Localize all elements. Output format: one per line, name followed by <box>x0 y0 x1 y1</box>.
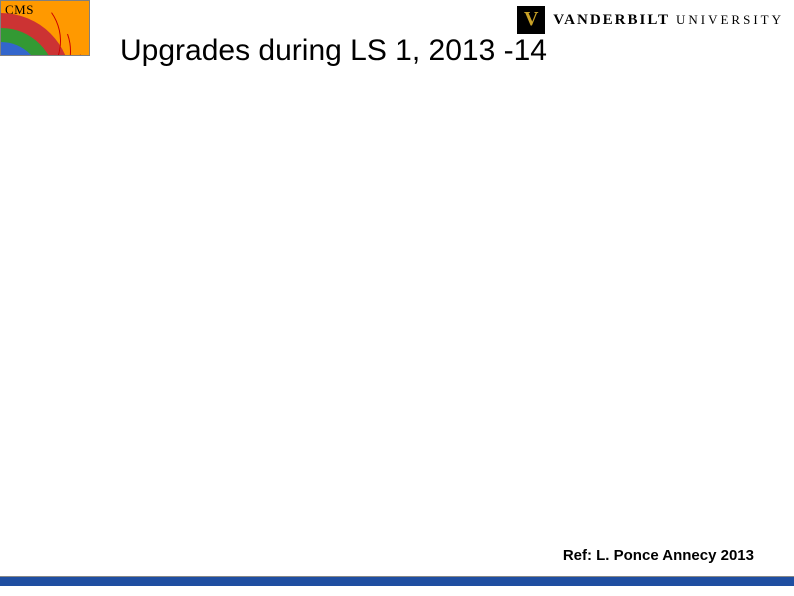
vanderbilt-wordmark: VANDERBILT UNIVERSITY <box>553 12 784 29</box>
vanderbilt-word-light: UNIVERSITY <box>676 12 784 28</box>
reference-text: Ref: L. Ponce Annecy 2013 <box>563 547 754 564</box>
vanderbilt-logo: V VANDERBILT UNIVERSITY <box>517 6 784 34</box>
page-title: Upgrades during LS 1, 2013 -14 <box>120 34 547 68</box>
footer-bar <box>0 576 794 586</box>
cms-ring-cyan <box>0 55 29 56</box>
vanderbilt-shield-icon: V <box>517 6 545 34</box>
slide: CMS V VANDERBILT UNIVERSITY Upgrades dur… <box>0 0 794 596</box>
vanderbilt-word-strong: VANDERBILT <box>553 12 670 29</box>
cms-logo: CMS <box>0 0 90 56</box>
vanderbilt-shield-letter: V <box>524 8 538 31</box>
